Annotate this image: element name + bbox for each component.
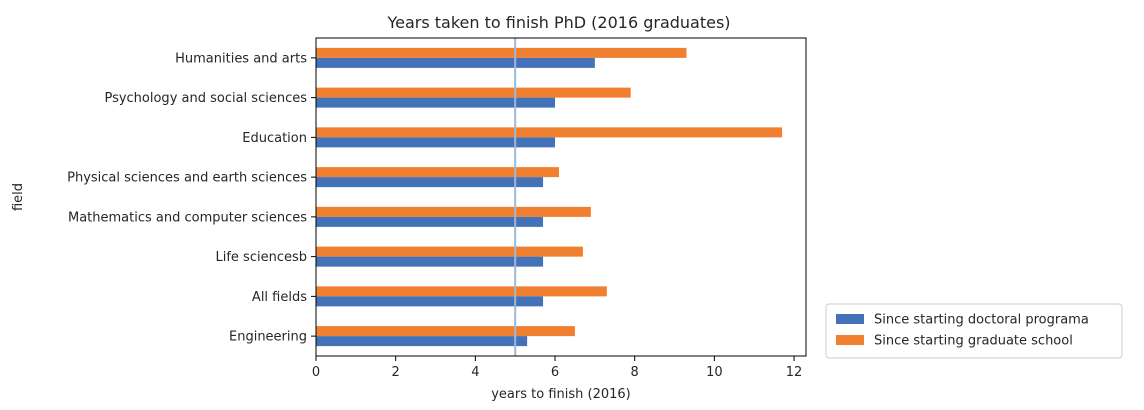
bar-doctoral-program [316,216,544,227]
legend-label: Since starting doctoral programa [874,313,1089,328]
bar-graduate-school [316,206,591,217]
y-tick-label: Mathematics and computer sciences [68,210,307,225]
x-axis-label: years to finish (2016) [491,387,631,402]
bar-doctoral-program [316,336,528,347]
bar-graduate-school [316,47,687,58]
bar-graduate-school [316,87,631,98]
x-tick-label: 8 [631,365,639,380]
bar-doctoral-program [316,177,544,188]
legend-box [825,303,1123,359]
legend-label: Since starting graduate school [874,334,1073,349]
x-tick-label: 10 [706,365,723,380]
x-tick-label: 2 [392,365,400,380]
bar-doctoral-program [316,137,556,148]
chart-title: Years taken to finish PhD (2016 graduate… [386,13,730,32]
plot-frame [315,37,807,357]
y-tick-label: Life sciencesb [215,250,307,265]
y-tick-label: Psychology and social sciences [104,91,307,106]
bars-layer [316,47,783,347]
y-tick-label: All fields [252,290,307,305]
bar-graduate-school [316,167,560,178]
x-axis-ticks: 0 2 4 6 8 10 12 [312,356,802,380]
x-tick-label: 4 [471,365,479,380]
bar-doctoral-program [316,57,595,68]
legend: Since starting doctoral programa Since st… [825,303,1123,359]
legend-swatch [836,335,864,345]
x-tick-label: 0 [312,365,320,380]
bar-graduate-school [316,286,607,297]
legend-items: Since starting doctoral programa Since st… [836,313,1089,349]
y-axis-ticks: Humanities and arts Psychology and social… [67,51,316,345]
bar-doctoral-program [316,256,544,267]
y-tick-label: Education [242,131,307,146]
y-tick-label: Physical sciences and earth sciences [67,171,307,186]
bar-graduate-school [316,246,583,257]
y-tick-label: Humanities and arts [175,51,307,66]
bar-doctoral-program [316,296,544,307]
legend-swatch [836,314,864,324]
y-axis-label: field [11,183,26,211]
bar-doctoral-program [316,97,556,108]
x-tick-label: 12 [786,365,803,380]
bar-graduate-school [316,326,575,337]
bar-graduate-school [316,127,783,138]
x-tick-label: 6 [551,365,559,380]
y-tick-label: Engineering [229,330,307,345]
